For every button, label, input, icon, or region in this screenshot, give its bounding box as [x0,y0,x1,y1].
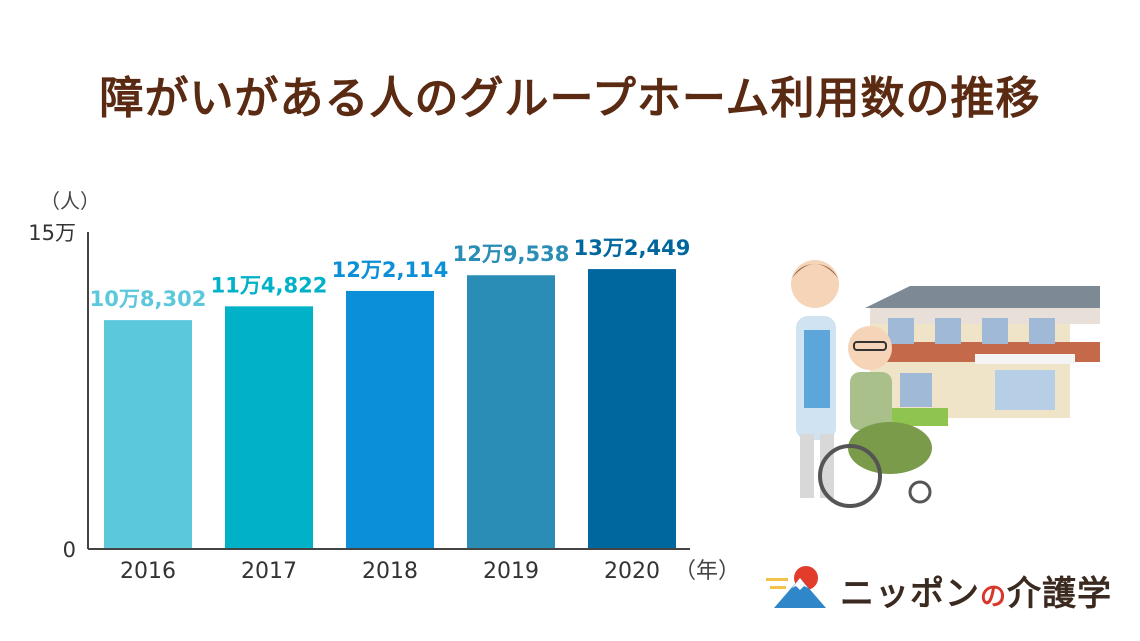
data-label-2019: 12万9,538 [453,242,570,266]
brand-name-part2: の [980,582,1008,612]
brand-name-part1: ニッポン [840,574,980,614]
brand-name: ニッポンの介護学 [840,566,1112,615]
house-icon [865,286,1100,426]
bar-2017 [225,306,313,549]
bar-2016 [104,320,192,549]
bar-2018 [346,290,434,549]
x-tick-2018: 2018 [362,559,418,584]
page-title: 障がいがある人のグループホーム利用数の推移 [99,73,1041,124]
x-tick-2016: 2016 [120,559,176,584]
data-label-2020: 13万2,449 [574,236,691,260]
x-tick-2019: 2019 [483,559,539,584]
y-axis-unit: （人） [40,189,100,213]
x-axis-unit: （年） [674,559,740,584]
brand-name-part3: 介護学 [1007,574,1113,614]
group-home-illustration [791,260,1100,508]
x-tick-2020: 2020 [604,559,660,584]
brand-logo: ニッポンの介護学 [766,564,1126,614]
y-tick-0: 0 [63,538,76,562]
data-label-2016: 10万8,302 [90,287,207,311]
mount-fuji-sun-icon [766,566,826,608]
data-label-2017: 11万4,822 [211,273,328,297]
data-label-2018: 12万2,114 [332,258,449,282]
x-tick-2017: 2017 [241,559,297,584]
caregiver-icon [791,260,839,498]
bar-2020 [588,269,676,549]
y-tick-150000: 15万 [28,221,76,245]
bar-2019 [467,275,555,549]
wheelchair-user-icon [818,326,932,508]
